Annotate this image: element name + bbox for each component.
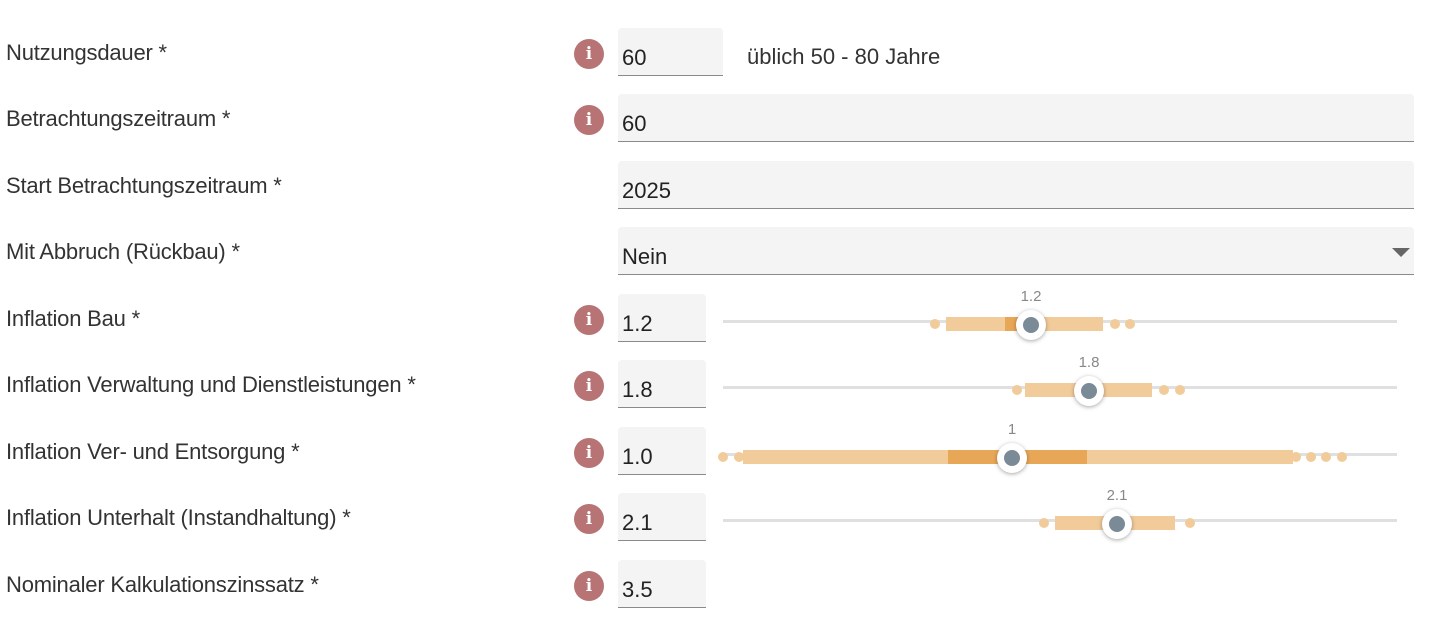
slider-outlier-dot xyxy=(1125,319,1135,329)
slider-outlier-dot xyxy=(734,452,744,462)
field-label: Nutzungsdauer * xyxy=(6,40,167,65)
inflation-verwaltung-slider[interactable]: 1.8 xyxy=(723,354,1397,420)
slider-thumb[interactable] xyxy=(1102,509,1132,539)
inflation-verwaltung-input[interactable]: 1.8 xyxy=(618,360,706,408)
slider-outlier-dot xyxy=(1185,518,1195,528)
field-label: Nominaler Kalkulationszinssatz * xyxy=(6,572,319,597)
info-icon[interactable]: i xyxy=(574,305,604,335)
slider-thumb[interactable] xyxy=(997,443,1027,473)
slider-thumb[interactable] xyxy=(1074,376,1104,406)
field-value: 1.0 xyxy=(622,444,653,469)
field-value: 60 xyxy=(622,45,647,70)
nutzungsdauer-input[interactable]: 60 xyxy=(618,28,723,76)
betrachtungszeitraum-input[interactable]: 60 xyxy=(618,94,1414,142)
slider-outlier-dot xyxy=(1110,319,1120,329)
field-label: Betrachtungszeitraum * xyxy=(6,106,231,131)
row-mit-abbruch: Mit Abbruch (Rückbau) * Nein xyxy=(0,227,1438,293)
slider-outlier-dot xyxy=(1012,385,1022,395)
info-icon[interactable]: i xyxy=(574,39,604,69)
field-value: 60 xyxy=(622,111,647,136)
field-label: Inflation Ver- und Entsorgung * xyxy=(6,439,300,464)
slider-outlier-dot xyxy=(1337,452,1347,462)
start-betrachtungszeitraum-input[interactable]: 2025 xyxy=(618,161,1414,209)
slider-value-label: 1.2 xyxy=(1020,288,1042,305)
inflation-bau-input[interactable]: 1.2 xyxy=(618,294,706,342)
inflation-unterhalt-slider[interactable]: 2.1 xyxy=(723,487,1397,553)
info-icon[interactable]: i xyxy=(574,371,604,401)
select-value: Nein xyxy=(622,244,668,269)
inflation-unterhalt-input[interactable]: 2.1 xyxy=(618,493,706,541)
slider-outlier-dot xyxy=(1159,385,1169,395)
row-betrachtungszeitraum: Betrachtungszeitraum * i 60 xyxy=(0,94,1438,160)
slider-outlier-dot xyxy=(1291,452,1301,462)
field-label: Mit Abbruch (Rückbau) * xyxy=(6,239,240,264)
info-icon[interactable]: i xyxy=(574,504,604,534)
info-icon[interactable]: i xyxy=(574,105,604,135)
row-inflation-verwaltung: Inflation Verwaltung und Dienstleistunge… xyxy=(0,354,1438,426)
slider-outlier-dot xyxy=(1321,452,1331,462)
field-label: Inflation Verwaltung und Dienstleistunge… xyxy=(6,372,416,397)
slider-value-label: 2.1 xyxy=(1106,487,1128,504)
row-kalkulationszinssatz: Nominaler Kalkulationszinssatz * i 3.5 xyxy=(0,560,1438,626)
slider-outlier-dot xyxy=(1039,518,1049,528)
inflation-entsorgung-slider[interactable]: 1 xyxy=(718,421,1397,487)
row-start-betrachtungszeitraum: Start Betrachtungszeitraum * 2025 xyxy=(0,161,1438,227)
row-inflation-bau: Inflation Bau * i 1.2 1.2 xyxy=(0,288,1438,360)
slider-thumb[interactable] xyxy=(1016,310,1046,340)
inflation-entsorgung-input[interactable]: 1.0 xyxy=(618,427,706,475)
field-label: Inflation Unterhalt (Instandhaltung) * xyxy=(6,505,351,530)
row-inflation-unterhalt: Inflation Unterhalt (Instandhaltung) * i… xyxy=(0,487,1438,559)
slider-value-label: 1.8 xyxy=(1078,354,1100,371)
field-label: Inflation Bau * xyxy=(6,306,140,331)
info-icon[interactable]: i xyxy=(574,438,604,468)
field-value: 2025 xyxy=(622,178,671,203)
slider-outlier-dot xyxy=(1306,452,1316,462)
field-value: 1.8 xyxy=(622,377,653,402)
info-icon[interactable]: i xyxy=(574,571,604,601)
row-inflation-entsorgung: Inflation Ver- und Entsorgung * i 1.0 1 xyxy=(0,421,1438,493)
slider-outlier-dot xyxy=(718,452,728,462)
field-value: 2.1 xyxy=(622,510,653,535)
slider-outlier-dot xyxy=(930,319,940,329)
slider-value-label: 1 xyxy=(1007,421,1017,438)
inflation-bau-slider[interactable]: 1.2 xyxy=(723,288,1397,354)
field-label: Start Betrachtungszeitraum * xyxy=(6,173,282,198)
kalkulationszinssatz-input[interactable]: 3.5 xyxy=(618,560,706,608)
field-value: 3.5 xyxy=(622,577,653,602)
field-value: 1.2 xyxy=(622,311,653,336)
chevron-down-icon[interactable] xyxy=(1392,248,1410,257)
mit-abbruch-select[interactable]: Nein xyxy=(618,227,1414,275)
row-nutzungsdauer: Nutzungsdauer * i 60 üblich 50 - 80 Jahr… xyxy=(0,28,1438,94)
slider-outlier-dot xyxy=(1175,385,1185,395)
nutzungsdauer-hint: üblich 50 - 80 Jahre xyxy=(747,44,941,69)
